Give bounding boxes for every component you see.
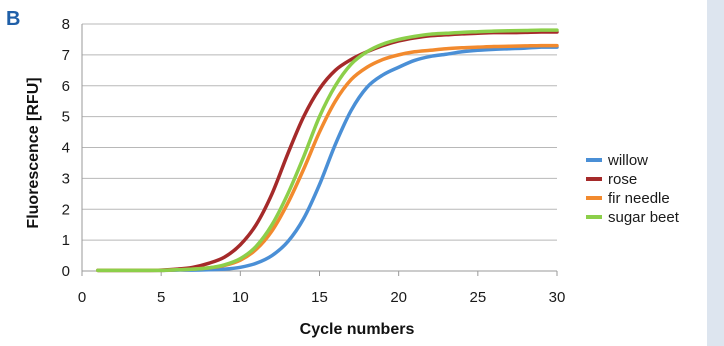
y-tick-label: 7	[62, 47, 70, 64]
series-lines	[96, 28, 559, 273]
legend-label: rose	[608, 171, 637, 188]
y-axis-title: Fluorescence [RFU]	[25, 77, 42, 228]
legend-label: sugar beet	[608, 209, 680, 226]
y-tick-label: 0	[62, 263, 70, 280]
y-tick-label: 4	[62, 140, 70, 157]
axes	[81, 24, 558, 276]
legend-label: willow	[607, 152, 648, 169]
y-tick-label: 6	[62, 78, 70, 95]
x-tick-label: 15	[311, 289, 328, 306]
x-tick-label: 0	[78, 289, 86, 306]
legend: willow rose fir needle sugar beet	[586, 152, 680, 226]
y-tick-label: 2	[62, 201, 70, 218]
x-tick-label: 25	[469, 289, 486, 306]
y-tick-label: 8	[62, 16, 70, 33]
x-tick-label: 20	[390, 289, 407, 306]
legend-label: fir needle	[608, 190, 670, 207]
page-edge-strip	[707, 0, 724, 346]
panel-label: B	[6, 8, 20, 30]
x-axis-title: Cycle numbers	[300, 321, 415, 338]
x-tick-label: 5	[157, 289, 165, 306]
qpcr-amplification-chart: B 0 1 2 3 4 5 6 7 8 0 5 10 15 20 25 30 Cycle numbers F…	[6, 8, 680, 338]
series-line-sugar-beet	[96, 28, 559, 273]
x-tick-label: 10	[232, 289, 249, 306]
y-tick-label: 1	[62, 232, 70, 249]
y-tick-label: 5	[62, 109, 70, 126]
y-tick-labels: 0 1 2 3 4 5 6 7 8	[62, 16, 70, 280]
x-tick-labels: 0 5 10 15 20 25 30	[78, 289, 566, 306]
y-tick-label: 3	[62, 170, 70, 187]
x-tick-label: 30	[549, 289, 566, 306]
series-line-rose	[96, 30, 559, 273]
